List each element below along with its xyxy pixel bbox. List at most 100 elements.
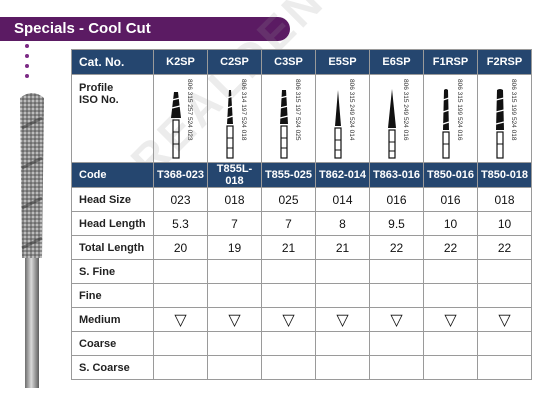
table-cell: 21 [315,235,370,260]
table-cell: 023 [153,187,208,212]
table-cell [477,283,532,308]
table-cell [153,283,208,308]
table-cell: ▽ [153,307,208,332]
code-row: Code T368-023 T855L-018 T855-025 T862-01… [71,162,532,188]
header-row: Cat. No. K2SP C2SP C3SP E5SP E6SP F1RSP … [71,49,532,75]
row-label: S. Fine [71,259,154,284]
bur-profile-icon [495,88,505,159]
table-cell [261,355,316,380]
diamond-icon: ▽ [444,311,457,329]
profile-cell: 806 315 197 524 025 [261,74,316,163]
row-label: Head Size [71,187,154,212]
bur-profile-icon [279,89,289,159]
table-cell [207,331,262,356]
table-cell: 018 [477,187,532,212]
iso-number: 806 315 257 524 023 [186,78,193,140]
diamond-icon: ▽ [282,311,295,329]
table-cell [423,259,478,284]
bur-profile-icon [171,91,181,159]
iso-number: 806 314 197 524 018 [240,78,247,140]
profile-cell: 806 314 197 524 018 [207,74,262,163]
iso-number: 806 315 249 524 016 [402,78,409,140]
profile-row: Profile ISO No. 806 315 257 524 023 806 … [71,74,532,163]
table-cell [207,283,262,308]
table-cell: 018 [207,187,262,212]
diamond-icon: ▽ [498,311,511,329]
table-cell: 8 [315,211,370,236]
section-banner: Specials - Cool Cut [0,17,290,41]
specs-table: Cat. No. K2SP C2SP C3SP E5SP E6SP F1RSP … [71,49,532,380]
table-cell [369,259,424,284]
table-cell [423,331,478,356]
col-header: C2SP [207,49,262,75]
table-cell [477,331,532,356]
profile-label: Profile ISO No. [71,74,154,163]
table-cell [369,355,424,380]
code-cell: T850-016 [423,162,478,188]
col-header: F1RSP [423,49,478,75]
row-label: Head Length [71,211,154,236]
profile-cell: 806 315 199 524 016 [423,74,478,163]
table-cell [477,259,532,284]
bur-profile-icon [226,89,234,159]
iso-number: 806 315 249 524 014 [348,78,355,140]
table-cell [315,331,370,356]
table-cell [369,283,424,308]
table-cell [315,259,370,284]
table-cell [423,283,478,308]
diamond-icon: ▽ [336,311,349,329]
table-cell [369,331,424,356]
table-cell [207,355,262,380]
profile-cell: 806 315 249 524 014 [315,74,370,163]
col-header: C3SP [261,49,316,75]
table-cell: 9.5 [369,211,424,236]
diamond-icon: ▽ [390,311,403,329]
table-cell [261,259,316,284]
profile-cell: 806 315 249 524 016 [369,74,424,163]
row-label: S. Coarse [71,355,154,380]
table-cell: ▽ [369,307,424,332]
profile-cell: 806 315 199 524 018 [477,74,532,163]
diamond-icon: ▽ [228,311,241,329]
cat-no-header: Cat. No. [71,49,154,75]
col-header: E6SP [369,49,424,75]
table-row: Fine [71,283,532,308]
table-row: Total Length 20 19 21 21 22 22 22 [71,235,532,260]
table-cell [153,259,208,284]
table-cell: 016 [423,187,478,212]
table-cell: 5.3 [153,211,208,236]
table-cell: ▽ [477,307,532,332]
table-cell [261,331,316,356]
table-cell: 7 [261,211,316,236]
table-cell [153,355,208,380]
col-header: K2SP [153,49,208,75]
table-cell: 22 [477,235,532,260]
table-cell [315,355,370,380]
table-cell: 22 [369,235,424,260]
bur-profile-icon [334,89,342,159]
section-title: Specials - Cool Cut [14,20,151,37]
code-label: Code [71,162,154,188]
table-cell [153,331,208,356]
col-header: F2RSP [477,49,532,75]
iso-number: 806 315 199 524 018 [510,78,517,140]
table-row: S. Coarse [71,355,532,380]
table-cell: 7 [207,211,262,236]
table-row: Head Length 5.3 7 7 8 9.5 10 10 [71,211,532,236]
table-cell: 21 [261,235,316,260]
table-cell [477,355,532,380]
table-cell [207,259,262,284]
table-cell [423,355,478,380]
table-cell: ▽ [207,307,262,332]
table-cell [261,283,316,308]
table-cell: ▽ [423,307,478,332]
table-cell: 10 [477,211,532,236]
table-row: S. Fine [71,259,532,284]
profile-cell: 806 315 257 524 023 [153,74,208,163]
table-cell: ▽ [261,307,316,332]
row-label: Coarse [71,331,154,356]
iso-number: 806 315 197 524 025 [294,78,301,140]
table-cell: 10 [423,211,478,236]
row-label: Total Length [71,235,154,260]
code-cell: T855L-018 [207,162,262,188]
